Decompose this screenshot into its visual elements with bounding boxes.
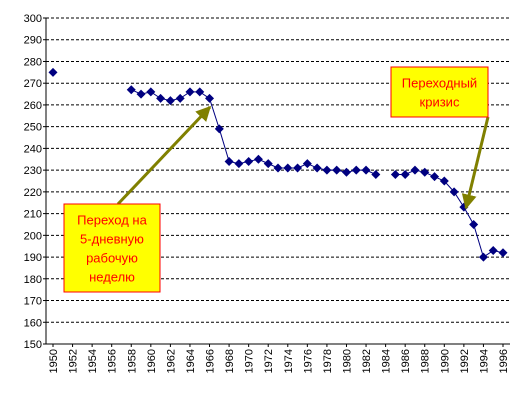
data-point bbox=[302, 159, 312, 169]
y-tick-label: 290 bbox=[24, 35, 42, 47]
data-point bbox=[361, 165, 371, 175]
data-point bbox=[293, 163, 303, 173]
y-tick-label: 170 bbox=[24, 296, 42, 308]
data-point bbox=[156, 93, 166, 103]
y-tick-label: 240 bbox=[24, 143, 42, 155]
data-point bbox=[234, 159, 244, 169]
annotation-text: рабочую bbox=[86, 251, 138, 266]
x-tick-label: 1986 bbox=[400, 349, 412, 373]
x-tick-label: 1992 bbox=[459, 349, 471, 373]
y-tick-label: 180 bbox=[24, 274, 42, 286]
data-point bbox=[146, 87, 156, 97]
data-point bbox=[205, 93, 215, 103]
y-tick-label: 260 bbox=[24, 100, 42, 112]
data-point bbox=[322, 165, 332, 175]
y-tick-label: 230 bbox=[24, 165, 42, 177]
annotation-box bbox=[63, 203, 161, 293]
annotation-text: Переход на bbox=[77, 213, 147, 228]
x-tick-label: 1970 bbox=[244, 349, 256, 373]
data-point bbox=[410, 165, 420, 175]
data-point bbox=[390, 169, 400, 179]
x-tick-label: 1996 bbox=[498, 349, 510, 373]
data-point bbox=[449, 187, 459, 197]
y-tick-label: 200 bbox=[24, 230, 42, 242]
data-point bbox=[273, 163, 283, 173]
data-point bbox=[341, 167, 351, 177]
x-tick-label: 1978 bbox=[322, 349, 334, 373]
data-point bbox=[332, 165, 342, 175]
annotation-text: кризис bbox=[420, 95, 460, 110]
data-point bbox=[420, 167, 430, 177]
data-point bbox=[48, 67, 58, 77]
x-tick-label: 1958 bbox=[126, 349, 138, 373]
data-point bbox=[253, 154, 263, 164]
data-point bbox=[224, 156, 234, 166]
x-tick-label: 1980 bbox=[341, 349, 353, 373]
data-point bbox=[165, 96, 175, 106]
annotation-arrow bbox=[116, 105, 212, 206]
y-tick-label: 150 bbox=[24, 339, 42, 351]
x-tick-label: 1988 bbox=[420, 349, 432, 373]
annotation-text: 5-дневную bbox=[80, 232, 144, 247]
y-tick-label: 250 bbox=[24, 122, 42, 134]
data-point bbox=[283, 163, 293, 173]
y-tick-label: 210 bbox=[24, 209, 42, 221]
y-tick-label: 300 bbox=[24, 13, 42, 25]
data-point bbox=[498, 248, 508, 258]
x-tick-label: 1962 bbox=[165, 349, 177, 373]
y-tick-label: 190 bbox=[24, 252, 42, 264]
data-point bbox=[195, 87, 205, 97]
data-point bbox=[175, 93, 185, 103]
annotation-text: Переходный bbox=[402, 76, 477, 91]
x-tick-label: 1972 bbox=[263, 349, 275, 373]
data-point bbox=[371, 169, 381, 179]
data-point bbox=[430, 172, 440, 182]
x-tick-label: 1950 bbox=[48, 349, 60, 373]
x-tick-label: 1968 bbox=[224, 349, 236, 373]
annotation-arrow bbox=[461, 116, 490, 210]
x-tick-label: 1994 bbox=[478, 349, 490, 373]
x-tick-label: 1974 bbox=[283, 349, 295, 373]
x-tick-label: 1966 bbox=[205, 349, 217, 373]
data-point bbox=[488, 246, 498, 256]
y-tick-label: 280 bbox=[24, 56, 42, 68]
x-tick-label: 1984 bbox=[381, 349, 393, 373]
data-point bbox=[478, 252, 488, 262]
y-tick-label: 270 bbox=[24, 78, 42, 90]
x-tick-label: 1982 bbox=[361, 349, 373, 373]
x-tick-label: 1952 bbox=[68, 349, 80, 373]
data-point bbox=[469, 219, 479, 229]
data-point bbox=[351, 165, 361, 175]
y-tick-label: 160 bbox=[24, 317, 42, 329]
data-point bbox=[136, 89, 146, 99]
x-tick-label: 1960 bbox=[146, 349, 158, 373]
data-point bbox=[263, 159, 273, 169]
data-point bbox=[126, 85, 136, 95]
data-point bbox=[185, 87, 195, 97]
annotation-box bbox=[390, 66, 489, 118]
x-tick-label: 1976 bbox=[302, 349, 314, 373]
x-tick-label: 1954 bbox=[87, 349, 99, 373]
data-point bbox=[214, 124, 224, 134]
data-point bbox=[312, 163, 322, 173]
x-tick-label: 1990 bbox=[439, 349, 451, 373]
data-point bbox=[400, 169, 410, 179]
data-point bbox=[439, 176, 449, 186]
x-tick-label: 1956 bbox=[107, 349, 119, 373]
data-point bbox=[244, 156, 254, 166]
annotation-text: неделю bbox=[89, 270, 135, 285]
x-tick-label: 1964 bbox=[185, 349, 197, 373]
y-tick-label: 220 bbox=[24, 187, 42, 199]
